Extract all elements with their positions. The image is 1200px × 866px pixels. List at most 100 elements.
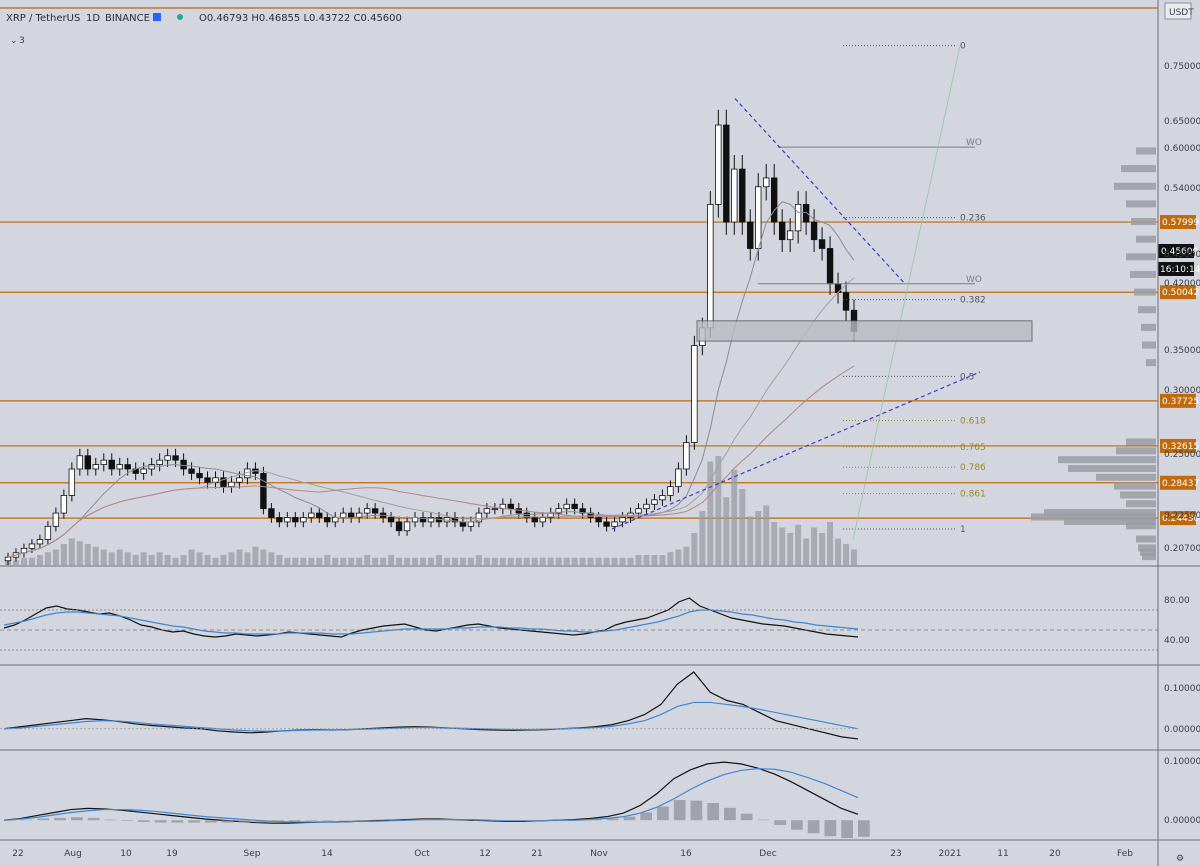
last-price-badge <box>1158 244 1194 258</box>
volume-bar <box>587 557 594 566</box>
candle-body <box>276 517 283 523</box>
macd-histogram-bar <box>255 820 267 823</box>
macd-histogram-bar <box>640 812 653 821</box>
volume-bar <box>515 557 522 566</box>
collapse-chevron-icon[interactable]: ⌄ <box>10 36 18 46</box>
macd-histogram-bar <box>774 820 786 825</box>
candle-body <box>28 543 36 549</box>
volume-bar <box>388 555 395 566</box>
candle-body <box>763 177 770 188</box>
settings-gear-icon[interactable]: ⚙ <box>1176 854 1184 864</box>
price-tick-label: 0.60000 <box>1164 144 1200 154</box>
candle-body <box>794 203 802 232</box>
candle-body <box>747 221 754 249</box>
candle-body <box>347 512 355 518</box>
volume-bar <box>491 557 498 566</box>
currency-box[interactable] <box>1164 2 1192 20</box>
candle-body <box>491 508 499 511</box>
level-price-badge <box>1160 215 1196 230</box>
volume-bar <box>851 549 857 566</box>
volume-profile-bar <box>1068 464 1156 472</box>
flag-icon[interactable] <box>153 13 161 21</box>
time-axis-label: 23 <box>890 849 901 859</box>
volume-bar <box>675 549 682 566</box>
candle-body <box>52 512 60 527</box>
candle-body <box>188 468 195 474</box>
volume-bar <box>747 516 754 566</box>
volume-bar <box>499 557 506 566</box>
indicator-tick-label: 80.00 <box>1164 596 1190 606</box>
macd-histogram-bar <box>523 820 535 821</box>
volume-bar <box>172 557 179 566</box>
candle-body <box>651 499 658 505</box>
time-axis-label: 21 <box>531 849 542 859</box>
volume-bar <box>435 555 442 566</box>
candle-body <box>172 455 179 461</box>
moving-average-line <box>7 201 855 558</box>
candle-body <box>731 168 738 223</box>
status-dot-icon <box>177 14 183 20</box>
volume-bar <box>364 555 371 566</box>
candle-body <box>675 468 682 488</box>
volume-bar <box>755 511 762 566</box>
volume-bar <box>507 557 514 566</box>
macd-histogram-bar <box>70 817 83 821</box>
candle-body <box>332 517 339 523</box>
candle-body <box>363 508 371 514</box>
volume-bar <box>188 549 195 566</box>
volume-profile-bar <box>1126 522 1156 530</box>
time-axis-label: 19 <box>166 849 178 859</box>
volume-bar <box>244 552 251 566</box>
candle-body <box>810 221 818 241</box>
macd-histogram-bar <box>673 800 686 821</box>
wo-annotation-label: WO <box>966 275 982 285</box>
macd-histogram-bar <box>556 820 569 821</box>
candle-body <box>555 508 562 514</box>
volume-profile-bar <box>1130 270 1156 278</box>
macd-histogram-bar <box>204 820 217 823</box>
macd-histogram-bar <box>439 819 452 821</box>
candle-body <box>36 539 44 545</box>
candle-body <box>292 517 299 523</box>
candle-body <box>723 124 730 223</box>
macd-histogram-bar <box>20 819 33 821</box>
level-price-badge <box>1160 475 1196 490</box>
volume-bar <box>220 555 227 566</box>
macd-histogram-bar <box>690 800 703 821</box>
study-count[interactable]: 3 <box>19 36 25 46</box>
volume-bar <box>356 557 363 566</box>
candle-body <box>603 521 610 527</box>
candle-body <box>635 508 642 514</box>
candle-body <box>268 508 275 518</box>
macd-histogram-bar <box>707 803 720 821</box>
time-axis-label: Aug <box>64 849 82 859</box>
volume-profile-bar <box>1136 147 1156 155</box>
time-axis-label: 11 <box>997 849 1008 859</box>
volume-profile-bar <box>1140 548 1156 556</box>
time-axis-label: 10 <box>120 849 132 859</box>
support-zone-box <box>696 320 1033 342</box>
volume-bar <box>691 533 698 566</box>
volume-bar <box>228 552 235 566</box>
macd-histogram-bar <box>824 820 837 837</box>
header-exchange: BINANCE <box>105 13 150 24</box>
macd-histogram-bar <box>4 820 16 821</box>
volume-profile-bar <box>1142 341 1156 349</box>
volume-bar <box>723 497 730 566</box>
header-symbol[interactable]: XRP / TetherUS <box>6 13 80 24</box>
volume-bar <box>20 557 27 566</box>
candle-body <box>419 517 427 523</box>
candle-body <box>715 124 722 205</box>
volume-bar <box>635 555 642 566</box>
volume-bar <box>196 552 203 566</box>
macd-histogram-bar <box>154 820 167 823</box>
time-axis-label: 20 <box>1049 849 1061 859</box>
volume-bar <box>619 557 626 566</box>
volume-bar <box>124 552 131 566</box>
level-price-label: 0.57999 <box>1162 218 1199 228</box>
indicator-tick-label: 0.10000 <box>1164 757 1200 767</box>
moving-average-line <box>7 365 855 558</box>
volume-bar <box>571 557 578 566</box>
candle-body <box>124 464 131 470</box>
